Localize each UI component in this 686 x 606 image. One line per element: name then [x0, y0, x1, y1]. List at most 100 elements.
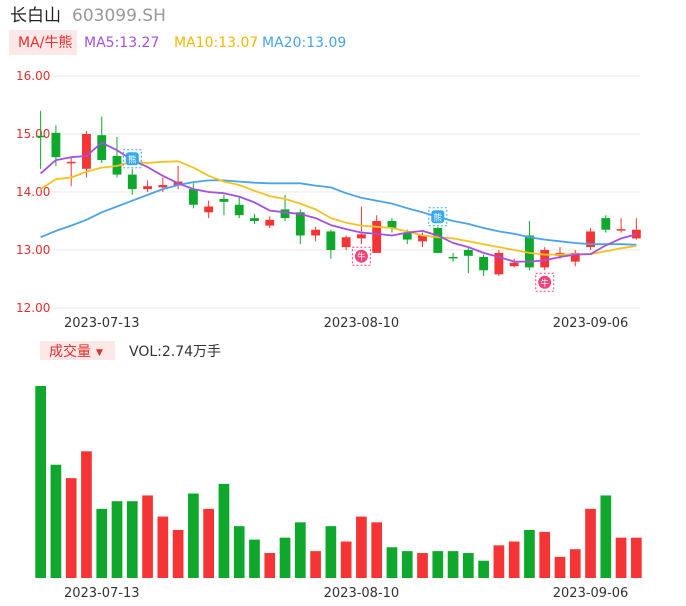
volume-bar — [126, 501, 138, 578]
indicator-selector-bg — [9, 30, 77, 55]
volume-bar — [172, 530, 184, 578]
candle — [586, 227, 595, 250]
volume-selector[interactable]: 成交量 ▼ — [40, 341, 115, 360]
marker-glyph: 熊 — [128, 154, 137, 165]
candle-body — [402, 232, 412, 240]
date-tick-label: 2023-09-06 — [553, 586, 629, 601]
volume-bar — [600, 495, 612, 578]
volume-bar — [233, 526, 245, 578]
volume-readout: VOL:2.74万手 — [129, 344, 221, 360]
candle — [112, 136, 122, 178]
volume-bar — [249, 539, 260, 578]
volume-bar — [50, 464, 62, 578]
candle — [265, 216, 275, 228]
candle — [82, 131, 91, 178]
candle-body — [188, 189, 198, 205]
price-grid — [33, 75, 640, 309]
candle — [143, 180, 152, 192]
stock-code: 603099.SH — [72, 6, 166, 26]
candle — [97, 116, 107, 163]
marker-glyph: 牛 — [540, 278, 549, 289]
price-tick-label: 15.00 — [16, 127, 50, 141]
candle-body — [295, 212, 305, 236]
ma5-line — [40, 141, 637, 263]
bull-marker-icon: 牛 — [351, 246, 371, 266]
candle — [463, 247, 473, 274]
marker-glyph: 熊 — [434, 212, 443, 223]
date-tick-label: 2023-08-10 — [324, 586, 400, 601]
volume-bar — [524, 530, 535, 578]
candle-body — [250, 218, 259, 221]
indicator-selector[interactable]: MA/牛熊 — [9, 30, 77, 55]
candle-body — [158, 185, 168, 188]
volume-bar — [325, 526, 337, 578]
candle — [219, 194, 229, 216]
price-date-axis: 2023-07-13 2023-08-10 2023-09-06 — [64, 316, 628, 331]
candle-body — [525, 235, 534, 268]
volume-bar — [631, 537, 642, 578]
bull-marker-icon: 牛 — [535, 272, 555, 292]
marker-badge — [538, 275, 552, 289]
price-tick-label: 16.00 — [16, 69, 50, 83]
candle — [448, 252, 458, 262]
marker-badge — [431, 210, 445, 224]
ma20-line — [40, 179, 637, 246]
date-tick-label: 2023-08-10 — [324, 316, 400, 331]
candle — [295, 209, 305, 245]
volume-bar — [447, 551, 459, 578]
candle — [326, 229, 336, 259]
bull-bear-markers: 熊牛 熊牛 — [122, 149, 555, 292]
candle-body — [127, 174, 137, 190]
candle — [494, 250, 504, 277]
volume-bar — [508, 541, 520, 578]
candle — [204, 200, 214, 219]
volume-bar — [539, 531, 551, 578]
marker-badge — [354, 249, 368, 263]
volume-bar — [417, 553, 428, 578]
candle — [616, 218, 626, 233]
volume-bar — [188, 493, 199, 578]
volume-bar — [142, 495, 153, 578]
volume-bar — [157, 516, 169, 578]
volume-bar — [462, 553, 474, 578]
candle — [341, 235, 351, 250]
candle-body — [356, 234, 366, 239]
candle-body — [387, 221, 397, 228]
candle — [631, 218, 641, 240]
volume-bar — [35, 386, 46, 578]
volume-bar — [203, 508, 215, 578]
ma10-readout: MA10:13.07 — [174, 35, 258, 51]
price-tick-label: 12.00 — [16, 301, 50, 315]
candle-body — [372, 221, 382, 253]
candle-body — [570, 252, 580, 262]
candle-body — [540, 250, 550, 268]
marker-frame — [351, 246, 371, 266]
candle-body — [509, 262, 519, 267]
candle-body — [601, 218, 611, 230]
volume-bar — [478, 560, 489, 578]
volume-bar — [356, 516, 367, 578]
candlestick-series — [36, 110, 641, 277]
candle — [250, 214, 259, 224]
candle-body — [97, 135, 107, 161]
marker-badge — [125, 152, 139, 166]
price-tick-label: 13.00 — [16, 243, 50, 257]
marker-frame — [535, 272, 555, 292]
candle — [387, 218, 397, 233]
bear-marker-icon: 熊 — [428, 207, 448, 227]
candle — [433, 226, 443, 253]
volume-bar — [310, 551, 321, 578]
volume-bar — [81, 451, 92, 578]
candle-body — [586, 231, 595, 248]
candle-body — [631, 229, 641, 239]
marker-glyph: 牛 — [357, 252, 366, 263]
candle-body — [66, 161, 76, 164]
candle — [188, 183, 198, 209]
volume-bar — [386, 547, 398, 578]
marker-frame — [122, 149, 142, 169]
candle-body — [341, 237, 351, 248]
candle-body — [448, 256, 458, 259]
candle — [66, 157, 76, 187]
volume-bar — [96, 508, 108, 578]
